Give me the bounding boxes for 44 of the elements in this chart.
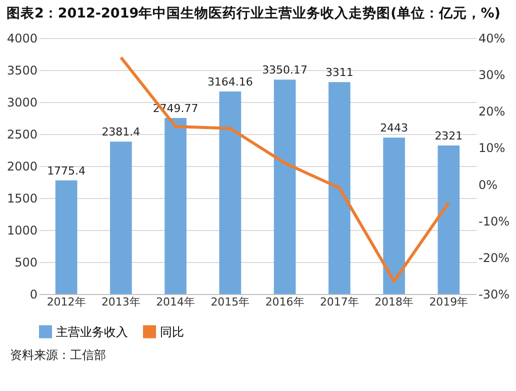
y2-tick-label: 40% [478, 32, 506, 46]
data-label: 2321 [434, 129, 463, 142]
bar [274, 80, 296, 294]
bar [55, 180, 78, 294]
legend-label: 同比 [160, 324, 184, 339]
text: 资料来源：工信部 [9, 347, 107, 364]
x-tick-label: 2017年 [320, 296, 359, 308]
y-tick-label: 500 [14, 256, 38, 270]
y2-tick-label: 0% [478, 178, 498, 192]
y-tick-label: 3500 [6, 64, 38, 78]
bar [164, 118, 186, 294]
data-label: 2381.4 [102, 126, 140, 139]
x-tick-label: 2015年 [210, 296, 250, 308]
chart-title: 图表2：2012-2019年中国生物医药行业主营业务收入走势图(单位：亿元，%) [6, 4, 500, 22]
legend-label: 主营业务收入 [56, 324, 128, 339]
y-tick-label: 2000 [6, 160, 38, 174]
y2-tick-label: 20% [478, 104, 506, 119]
bar [383, 138, 405, 294]
bar [328, 82, 350, 294]
y2-tick-label: 10% [478, 141, 506, 156]
y2-tick-label: -20% [478, 250, 510, 265]
y-tick-label: 1000 [6, 224, 38, 238]
x-tick-label: 2014年 [156, 296, 196, 308]
y2-tick-label: -30% [478, 288, 510, 302]
x-tick-label: 2013年 [101, 296, 140, 308]
data-label: 2443 [380, 122, 408, 135]
x-tick-label: 2019年 [429, 296, 468, 308]
x-tick-label: 2018年 [374, 296, 414, 308]
data-label: 3311 [325, 66, 354, 80]
y2-tick-label: -10% [478, 214, 510, 228]
y-tick-label: 4000 [6, 32, 38, 46]
data-label: 3350.17 [262, 64, 308, 77]
y-tick-label: 1500 [6, 192, 38, 206]
data-label: 3164.16 [207, 75, 253, 88]
bar [438, 145, 460, 294]
bar [110, 142, 132, 294]
bar [219, 91, 242, 294]
x-tick-label: 2012年 [46, 296, 86, 308]
x-tick-label: 2016年 [265, 296, 304, 308]
y-tick-label: 0 [30, 288, 38, 302]
y2-tick-label: 30% [478, 68, 506, 82]
y-tick-label: 3000 [6, 96, 38, 110]
y-tick-label: 2500 [6, 128, 38, 142]
data-label: 1775.4 [47, 164, 86, 178]
